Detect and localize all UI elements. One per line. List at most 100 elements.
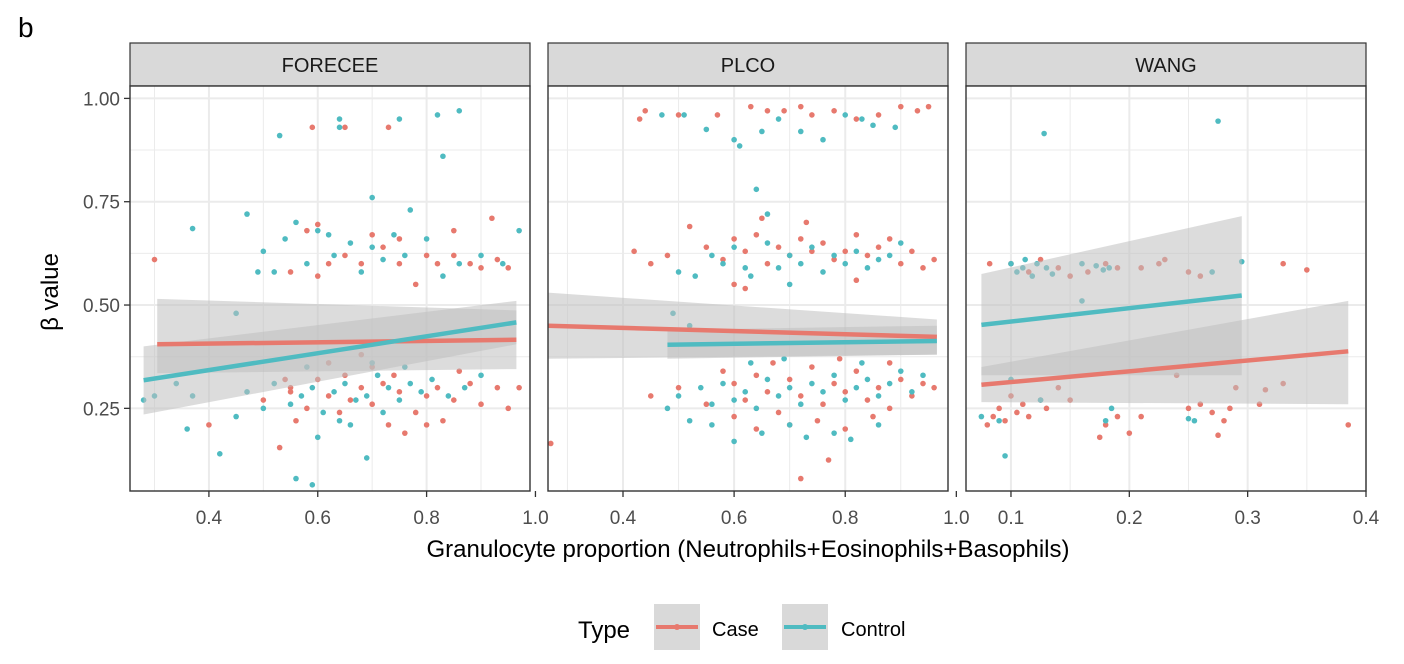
regression-line-case [981, 349, 1349, 388]
point-case [1096, 434, 1103, 441]
point-case [1002, 417, 1008, 424]
point-control [1215, 118, 1221, 124]
point-control [731, 244, 737, 250]
point-case [1304, 267, 1310, 273]
regression-line-case [548, 323, 937, 340]
point-case [897, 103, 904, 110]
point-case [759, 215, 765, 222]
point-control [1041, 130, 1047, 137]
point-case [820, 401, 826, 408]
point-control [820, 269, 826, 275]
point-case [986, 260, 993, 267]
point-control [293, 475, 299, 482]
x-tick-label: 0.2 [1116, 508, 1142, 529]
point-case [731, 236, 737, 242]
panel-plco: PLCO 0.4 0.6 0.8 1.0 [547, 42, 970, 529]
point-case [809, 248, 815, 255]
point-case [870, 413, 876, 420]
point-case [402, 430, 408, 436]
point-control [336, 417, 343, 424]
point-case [886, 405, 893, 412]
point-control [831, 252, 837, 259]
point-case [260, 397, 267, 403]
point-case [434, 260, 441, 267]
x-tick-label: 0.3 [1234, 508, 1260, 529]
x-tick-label: 1.0 [943, 508, 969, 529]
point-case [380, 380, 386, 387]
point-case [391, 372, 397, 379]
point-control [260, 405, 267, 412]
point-control [853, 384, 860, 391]
point-case [797, 103, 804, 110]
point-case [647, 260, 654, 267]
legend-title: Type [578, 617, 630, 644]
point-case [358, 384, 365, 391]
point-case [642, 107, 649, 114]
point-control [418, 389, 424, 395]
point-case [825, 457, 832, 463]
point-control [897, 240, 904, 246]
x-tick-label: 0.8 [413, 508, 439, 529]
point-control [786, 384, 793, 391]
point-case [842, 389, 849, 395]
point-control [189, 225, 196, 232]
point-case [369, 401, 375, 408]
point-case [731, 413, 737, 420]
point-case [909, 393, 915, 399]
point-control [516, 227, 522, 234]
point-case [686, 223, 693, 230]
point-case [786, 376, 793, 383]
x-tick-label: 0.8 [832, 508, 858, 529]
point-case [853, 231, 860, 238]
point-control [764, 376, 771, 383]
point-control [255, 269, 261, 275]
panel-border-wang [965, 85, 1367, 492]
point-case [423, 422, 430, 428]
point-control [897, 368, 904, 374]
x-tick-label: 0.4 [196, 508, 223, 529]
confidence-band-control [981, 216, 1242, 376]
point-case [836, 355, 843, 362]
point-case [909, 248, 915, 255]
point-case [494, 384, 501, 391]
point-case [287, 389, 294, 395]
point-case [440, 417, 446, 424]
point-control [293, 219, 299, 226]
point-case [548, 440, 554, 447]
point-control [842, 397, 849, 403]
point-control [747, 360, 754, 366]
point-case [731, 281, 737, 288]
y-axis-title: β value [37, 253, 64, 331]
point-control [260, 248, 267, 255]
point-control [831, 372, 837, 379]
point-case [1215, 432, 1221, 439]
point-case [1102, 422, 1109, 428]
point-control [853, 248, 860, 255]
point-case [206, 422, 212, 428]
strip-forecee [129, 42, 531, 87]
point-case [336, 409, 343, 416]
point-control [407, 380, 414, 387]
point-case [451, 397, 457, 403]
point-control [720, 260, 726, 267]
point-case [1126, 430, 1133, 436]
point-control [331, 252, 337, 259]
point-control [797, 260, 804, 267]
point-case [423, 252, 430, 259]
point-control [664, 405, 671, 412]
point-case [764, 107, 771, 114]
point-control [271, 269, 278, 275]
point-control [347, 422, 354, 428]
point-case [864, 397, 871, 403]
point-case [820, 240, 826, 246]
point-control [786, 252, 793, 259]
point-control [842, 112, 849, 118]
point-case [714, 112, 721, 118]
point-control [875, 393, 882, 399]
point-case [875, 384, 882, 391]
point-control [325, 231, 332, 238]
point-case [753, 231, 760, 238]
point-case [842, 426, 849, 432]
point-control [886, 252, 893, 259]
point-control [1008, 260, 1014, 267]
